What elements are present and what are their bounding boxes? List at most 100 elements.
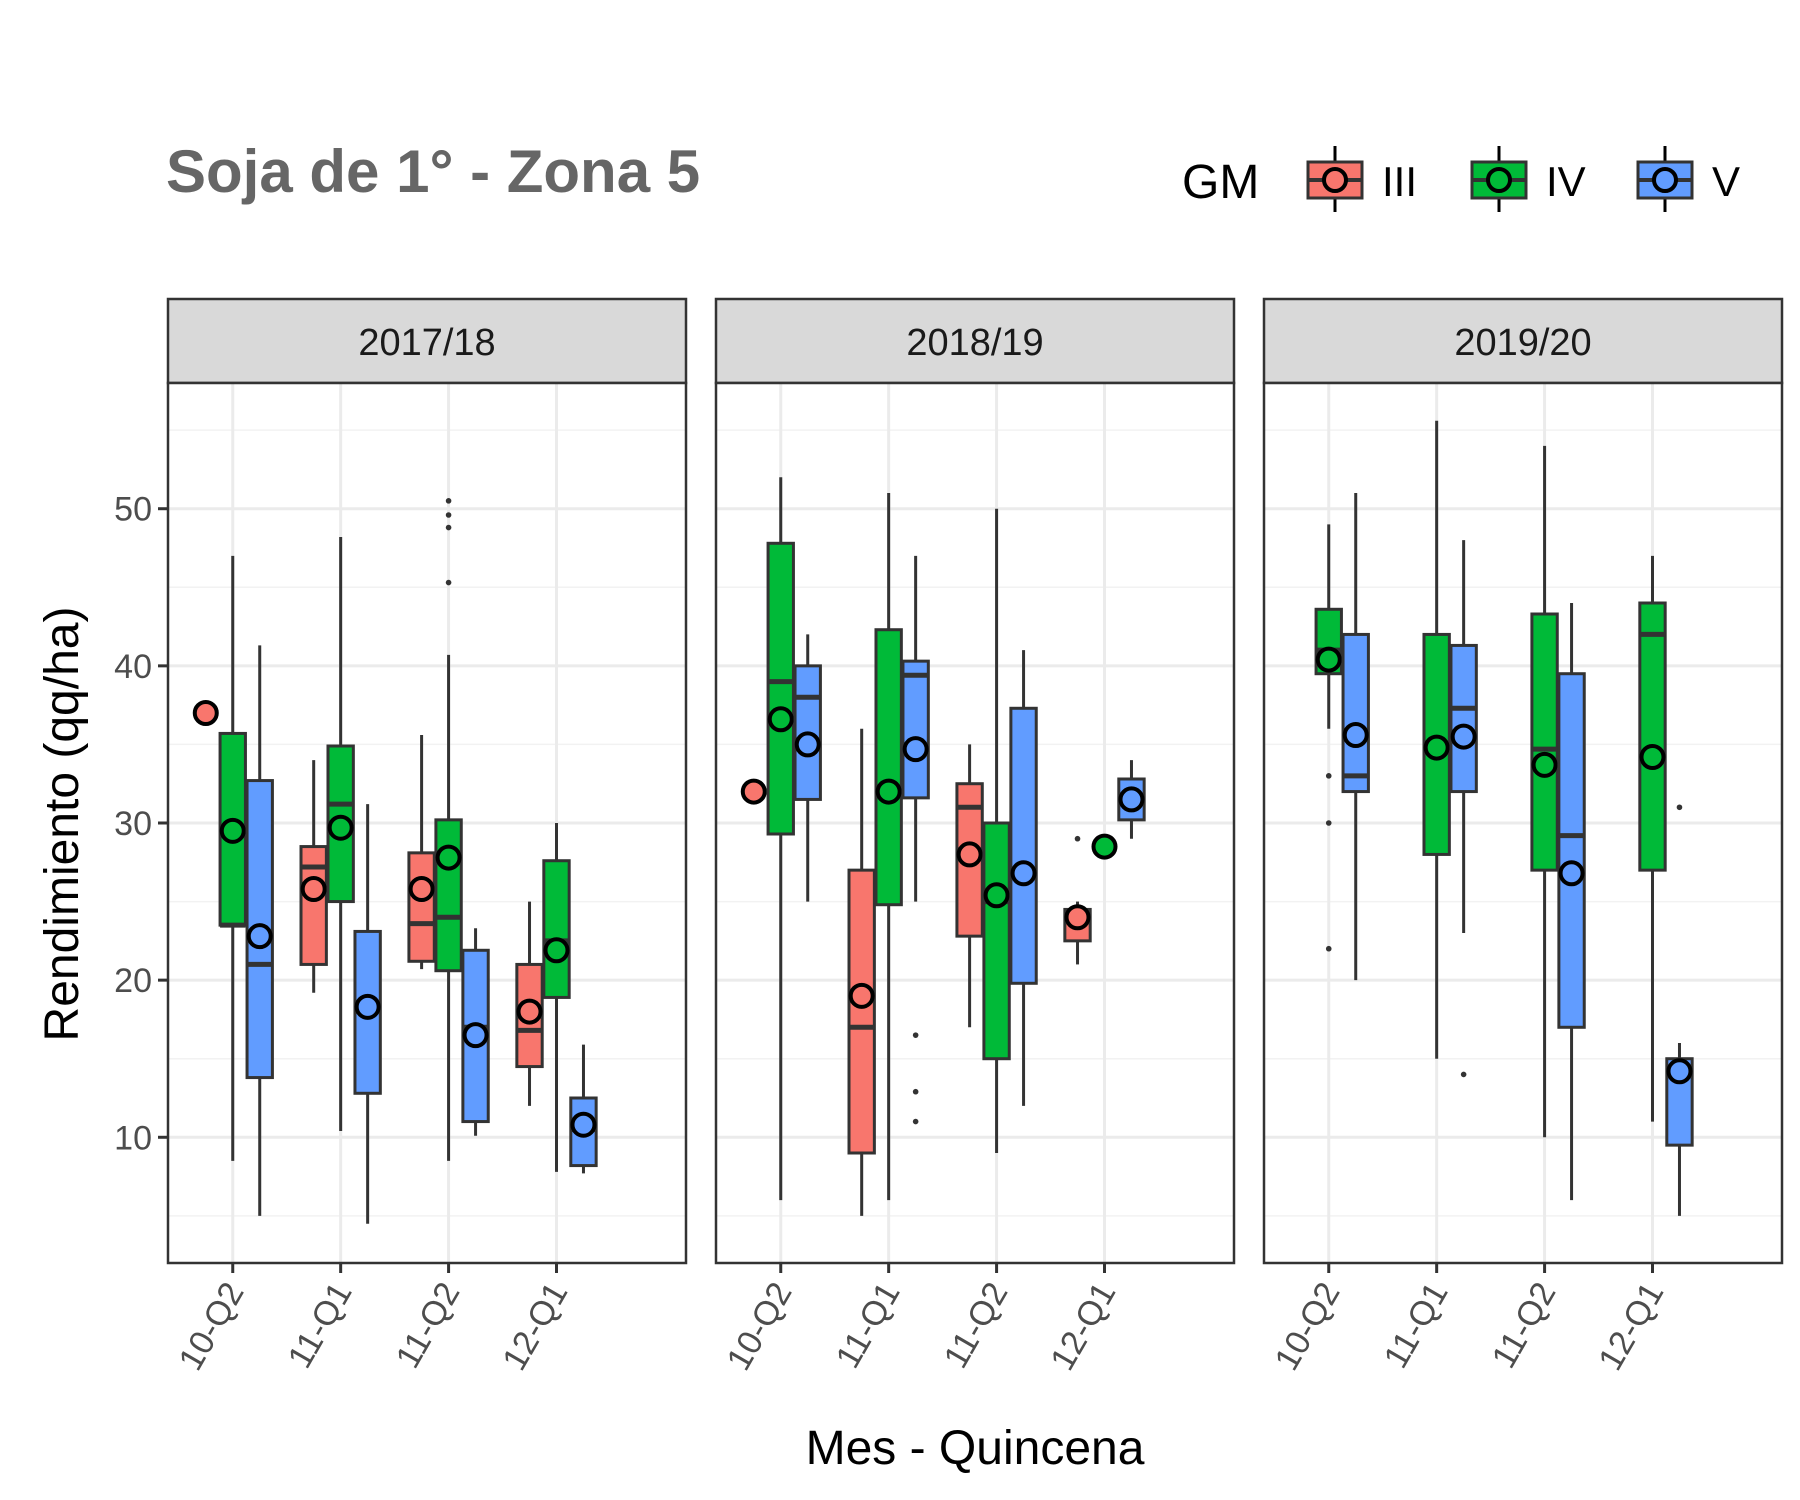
box-mean-marker [543,937,570,964]
x-tick-label: 11-Q1 [1377,1276,1456,1375]
y-tick-label: 40 [114,648,152,686]
box-iqr [542,859,571,999]
panel-2017-18: 2017/18 10-Q2 11-Q1 11-Q2 12-Q1 10 20 30 40 50 [114,297,688,1377]
box-11-Q2-iii [407,735,436,970]
box-outlier [1325,820,1332,826]
legend-key-mean-marker [1652,167,1678,193]
box-outlier [445,524,452,531]
box-10-Q2-iii [192,700,219,726]
box-11-Q1-iii [847,728,876,1216]
legend-label-iii: III [1382,158,1417,205]
box-mean-marker [435,844,462,871]
box-mean-marker [794,731,821,758]
box-iqr [766,541,795,836]
box-mean-marker [327,814,354,841]
box-11-Q1-iv [874,493,903,1201]
box-outlier [1325,773,1332,779]
box-mean-marker [848,982,875,1009]
box-iqr [874,628,903,907]
x-tick-label: 11-Q1 [829,1276,908,1375]
legend-key-mean-marker [1486,167,1512,193]
box-outlier [1074,835,1081,842]
y-tick-label: 50 [114,491,152,529]
panel-strip-label: 2019/20 [1454,322,1591,364]
box-iqr [847,868,876,1155]
box-mean-marker [192,700,219,726]
box-iqr [982,821,1011,1061]
y-tick-label: 30 [114,805,152,843]
legend-label-v: V [1712,158,1740,205]
box-11-Q1-iii [299,760,328,993]
panel-2018-19: 2018/19 10-Q2 11-Q1 11-Q2 12-Q1 [714,297,1236,1377]
chart-title: Soja de 1° - Zona 5 [166,138,700,205]
y-axis-title: Rendimiento (qq/ha) [36,607,89,1042]
box-mean-marker [983,882,1010,909]
x-tick-label: 11-Q2 [389,1276,468,1375]
box-outlier [912,1032,919,1038]
box-11-Q2-iv [1530,445,1559,1138]
box-iqr [1009,706,1038,985]
box-11-Q1-v [353,804,382,1224]
box-12-Q1-iv [542,823,571,1172]
box-10-Q2-iv [218,555,247,1161]
box-iqr [407,851,436,963]
box-outlier [912,1088,919,1095]
legend-item-iv: IV [1470,146,1586,212]
box-10-Q2-v [1341,493,1370,981]
box-outlier [912,1118,919,1125]
x-tick-label: 10-Q2 [1268,1276,1348,1377]
box-mean-marker [219,817,246,844]
box-mean-marker [1010,860,1037,887]
box-mean-marker [1091,833,1118,860]
box-outlier [1676,804,1683,811]
box-iqr [901,659,930,800]
box-11-Q1-iv [326,537,355,1131]
box-outlier [445,579,452,586]
box-mean-marker [767,706,794,733]
box-mean-marker [1064,904,1091,931]
box-mean-marker [516,998,543,1025]
x-tick-label: 11-Q2 [937,1276,1016,1375]
box-12-Q1-iv [1638,555,1667,1122]
box-iqr [1449,643,1478,794]
y-tick-label: 10 [114,1119,152,1157]
x-tick-label: 10-Q2 [720,1276,800,1377]
panel-strip-label: 2018/19 [906,322,1043,364]
box-11-Q2-v [1009,650,1038,1106]
box-12-Q1-v [1117,760,1146,839]
x-tick-label: 11-Q1 [281,1276,360,1375]
box-mean-marker [740,778,767,805]
box-mean-marker [1639,744,1666,770]
box-11-Q1-v [1449,540,1478,1078]
panel-2019-20: 2019/20 10-Q2 11-Q1 11-Q2 12-Q1 [1262,297,1784,1377]
box-mean-marker [570,1111,597,1138]
box-12-Q1-v [569,1044,598,1174]
box-iqr [299,845,328,966]
panel-strip [166,297,688,385]
panel-border [714,381,1236,1265]
box-12-Q1-v [1665,804,1694,1216]
x-tick-label: 11-Q2 [1485,1276,1564,1375]
box-outlier [1460,1071,1467,1078]
box-mean-marker [1342,722,1369,748]
box-11-Q2-iv [434,498,463,1161]
box-11-Q2-v [461,928,490,1136]
box-mean-marker [354,993,381,1020]
box-10-Q2-iv [766,477,795,1201]
legend-keys: III IV V [1306,146,1740,212]
box-10-Q2-v [245,645,274,1216]
box-11-Q2-iv [982,508,1011,1153]
legend-label-iv: IV [1546,158,1586,205]
box-mean-marker [1666,1058,1693,1085]
box-mean-marker [246,923,273,950]
box-mean-marker [462,1022,489,1049]
x-tick-label: 10-Q2 [172,1276,252,1377]
box-11-Q1-iv [1422,420,1451,1059]
panel-strip [714,297,1236,385]
box-mean-marker [902,736,929,763]
box-mean-marker [1315,646,1342,673]
box-mean-marker [1531,751,1558,778]
box-12-Q1-iii [515,901,544,1106]
box-mean-marker [956,841,983,868]
